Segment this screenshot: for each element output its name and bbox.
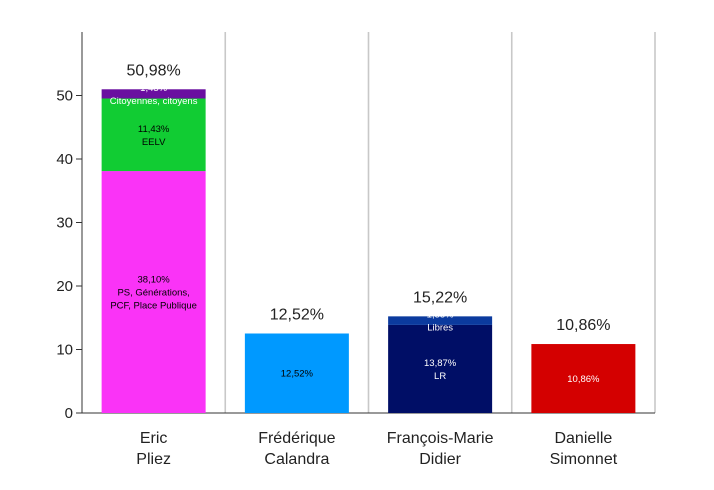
category-label: Eric [140, 430, 168, 447]
bar-total-label: 50,98% [126, 62, 180, 79]
bar-segment-label: PS, Générations, [117, 288, 189, 299]
y-tick-label: 40 [56, 151, 73, 168]
category-label: Frédérique [258, 430, 335, 447]
bar-segment [388, 324, 493, 413]
category-label: Danielle [554, 430, 612, 447]
bar-segment-label: LR [434, 371, 446, 382]
bar-segment-label: 1,35% [427, 310, 454, 321]
y-tick-label: 50 [56, 88, 73, 105]
bar-segment-label: Citoyennes, citoyens [110, 96, 198, 107]
bar-total-label: 10,86% [556, 317, 610, 334]
bar-segment [388, 316, 493, 325]
y-tick-label: 20 [56, 278, 73, 295]
bar-segment-label: EELV [142, 137, 166, 148]
bar-segment [101, 98, 206, 172]
y-tick-label: 10 [56, 342, 73, 359]
bar-segment-label: 12,52% [281, 369, 314, 380]
bar-segment [101, 171, 206, 413]
bar-segment [244, 333, 349, 413]
bar-total-label: 12,52% [270, 306, 324, 323]
category-label: Calandra [264, 451, 329, 468]
y-tick-label: 30 [56, 215, 73, 232]
bar-segment-label: 1,45% [140, 83, 167, 94]
category-label: Pliez [136, 451, 171, 468]
category-label: François-Marie [387, 430, 494, 447]
bar-segment-label: 38,10% [138, 275, 171, 286]
category-label: Simonnet [550, 451, 618, 468]
bar-segment [101, 89, 206, 99]
bar-segment-label: 13,87% [424, 358, 457, 369]
category-label: Didier [419, 451, 461, 468]
bar-segment-label: Libres [427, 323, 453, 334]
y-tick-label: 0 [65, 405, 73, 422]
bar-segment-label: PCF, Place Publique [110, 301, 197, 312]
bar-segment-label: 10,86% [567, 374, 600, 385]
bar-segment [531, 344, 636, 413]
bar-total-label: 15,22% [413, 289, 467, 306]
bar-segment-label: 11,43% [138, 124, 170, 135]
